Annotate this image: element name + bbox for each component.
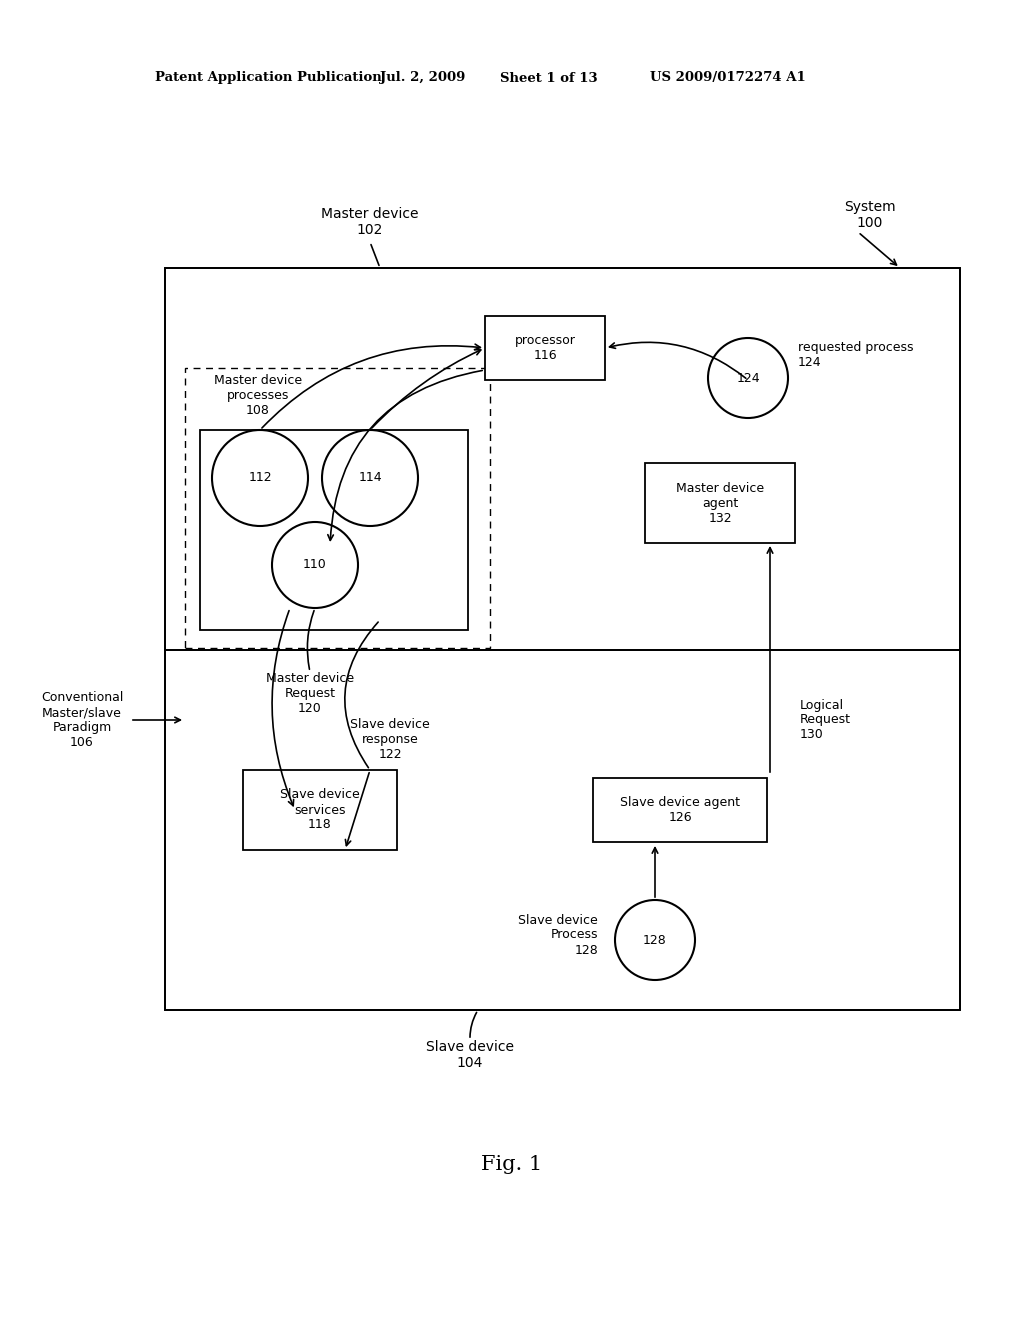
Text: processor
116: processor 116	[515, 334, 575, 362]
Text: Patent Application Publication: Patent Application Publication	[155, 71, 382, 84]
Text: requested process
124: requested process 124	[798, 341, 913, 370]
Text: Conventional
Master/slave
Paradigm
106: Conventional Master/slave Paradigm 106	[41, 690, 123, 748]
Text: Slave device
Process
128: Slave device Process 128	[518, 913, 598, 957]
Text: Fig. 1: Fig. 1	[481, 1155, 543, 1175]
Bar	[593, 777, 767, 842]
Bar	[185, 368, 490, 648]
Bar	[243, 770, 397, 850]
Bar	[485, 315, 605, 380]
Text: Slave device
104: Slave device 104	[426, 1040, 514, 1071]
Text: Jul. 2, 2009: Jul. 2, 2009	[380, 71, 465, 84]
Text: Master device
Request
120: Master device Request 120	[266, 672, 354, 714]
Text: System
100: System 100	[844, 199, 896, 230]
Bar	[200, 430, 468, 630]
Bar	[165, 649, 961, 1010]
Text: Master device
102: Master device 102	[322, 207, 419, 238]
Text: 114: 114	[358, 471, 382, 484]
Text: 124: 124	[736, 371, 760, 384]
Text: 112: 112	[248, 471, 271, 484]
Text: Slave device
services
118: Slave device services 118	[281, 788, 359, 832]
Text: Slave device agent
126: Slave device agent 126	[620, 796, 740, 824]
Text: Master device
agent
132: Master device agent 132	[676, 482, 764, 524]
Text: 110: 110	[303, 558, 327, 572]
Text: Slave device
response
122: Slave device response 122	[350, 718, 430, 762]
Text: 128: 128	[643, 933, 667, 946]
Bar	[645, 463, 795, 543]
Bar	[165, 268, 961, 649]
Text: US 2009/0172274 A1: US 2009/0172274 A1	[650, 71, 806, 84]
Text: Master device
processes
108: Master device processes 108	[214, 374, 302, 417]
Text: Logical
Request
130: Logical Request 130	[800, 698, 851, 742]
Text: Sheet 1 of 13: Sheet 1 of 13	[500, 71, 598, 84]
Bar	[165, 268, 961, 1010]
